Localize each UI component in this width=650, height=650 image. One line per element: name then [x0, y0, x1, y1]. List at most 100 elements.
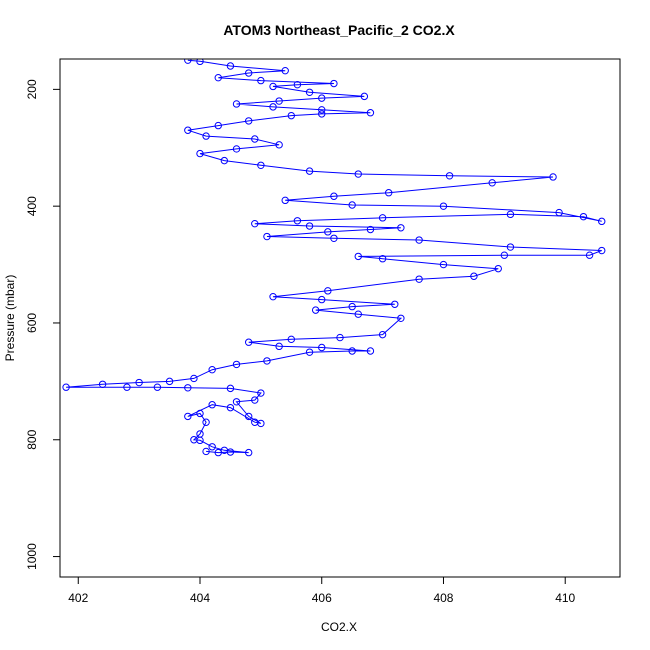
data-point: [220, 446, 229, 454]
data-point: [220, 156, 229, 165]
data-point: [208, 443, 216, 451]
data-point: [287, 111, 296, 120]
data-point: [348, 302, 356, 311]
data-point: [202, 447, 210, 456]
data-point: [494, 264, 502, 273]
data-point: [378, 255, 387, 263]
data-point: [318, 343, 326, 352]
data-point: [269, 292, 277, 301]
data-point: [378, 330, 387, 339]
data-point: [397, 224, 405, 232]
data-point: [190, 436, 198, 444]
data-point: [324, 287, 332, 295]
data-point: [348, 201, 356, 209]
data-point: [293, 80, 302, 89]
data-point: [598, 217, 606, 226]
data-point: [585, 251, 594, 259]
data-point: [251, 396, 259, 404]
x-axis-label: CO2.X: [321, 620, 357, 634]
data-point: [330, 234, 338, 242]
data-point: [293, 217, 302, 225]
data-point: [366, 109, 375, 117]
data-point: [281, 196, 289, 205]
data-point: [318, 110, 326, 118]
data-point: [506, 243, 515, 251]
data-point: [135, 378, 143, 387]
data-point: [244, 69, 253, 77]
data-point: [445, 172, 454, 180]
x-tick-label: 410: [555, 591, 575, 605]
data-point: [275, 342, 283, 351]
data-point: [244, 448, 253, 457]
data-point: [202, 418, 210, 426]
data-point: [281, 66, 289, 75]
data-point: [184, 126, 192, 134]
data-point: [244, 117, 253, 125]
data-point: [500, 251, 509, 259]
data-point: [275, 141, 283, 149]
data-point: [287, 335, 296, 344]
data-point: [269, 103, 277, 111]
data-point: [123, 383, 131, 391]
data-point: [397, 314, 405, 322]
data-point: [318, 94, 326, 102]
data-point: [360, 92, 369, 101]
x-tick-label: 404: [190, 591, 210, 605]
data-point: [62, 383, 70, 391]
y-tick-label: 1000: [25, 543, 39, 570]
data-point: [257, 76, 265, 85]
data-point: [165, 377, 174, 386]
data-point: [184, 412, 192, 421]
data-point: [488, 179, 496, 187]
data-point: [598, 246, 606, 255]
data-point: [275, 97, 283, 105]
data-point: [384, 189, 393, 197]
chart-title: ATOM3 Northeast_Pacific_2 CO2.X: [223, 22, 455, 38]
data-point: [366, 225, 375, 234]
x-tick-label: 402: [68, 591, 88, 605]
data-point: [555, 208, 563, 217]
y-axis: 200 400 600 800 1000: [25, 79, 60, 570]
y-tick-label: 200: [25, 79, 39, 99]
data-point: [226, 403, 235, 412]
data-point: [470, 272, 478, 280]
data-point: [366, 347, 375, 355]
series-line: [66, 59, 602, 454]
data-point: [305, 348, 314, 356]
data-point: [232, 398, 241, 406]
data-point: [263, 232, 271, 241]
data-point: [226, 384, 235, 393]
data-point: [305, 167, 314, 175]
data-point: [196, 149, 204, 158]
data-point: [378, 214, 387, 222]
data-point: [391, 300, 399, 308]
data-point: [190, 374, 198, 383]
data-point: [214, 448, 222, 457]
y-axis-label: Pressure (mbar): [3, 275, 17, 362]
data-point: [311, 306, 320, 314]
data-point: [318, 295, 326, 304]
y-tick-label: 400: [25, 196, 39, 216]
data-point: [232, 145, 241, 153]
data-point: [251, 219, 259, 228]
data-point: [184, 59, 192, 64]
data-point: [251, 135, 259, 143]
data-point: [354, 252, 362, 261]
data-point: [263, 357, 271, 365]
y-tick-label: 600: [25, 313, 39, 333]
data-point: [208, 365, 216, 374]
data-point: [153, 383, 162, 391]
data-point: [324, 228, 332, 236]
data-point: [579, 212, 588, 221]
data-point: [549, 173, 557, 181]
y-tick-label: 800: [25, 429, 39, 449]
data-point: [415, 275, 423, 283]
data-point: [244, 412, 253, 421]
data-point: [439, 202, 448, 210]
data-point: [98, 380, 107, 388]
plot-area: [62, 59, 606, 457]
x-axis: 402 404 406 408 410: [68, 577, 576, 605]
data-point: [354, 310, 362, 318]
data-point: [415, 236, 423, 244]
